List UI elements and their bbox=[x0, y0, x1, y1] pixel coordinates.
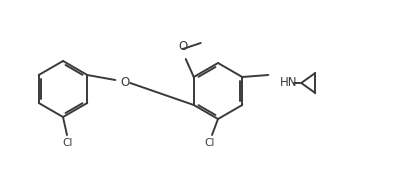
Text: O: O bbox=[121, 77, 130, 89]
Text: O: O bbox=[178, 40, 187, 53]
Text: HN: HN bbox=[280, 77, 298, 89]
Text: Cl: Cl bbox=[205, 138, 215, 148]
Text: Cl: Cl bbox=[63, 138, 73, 148]
